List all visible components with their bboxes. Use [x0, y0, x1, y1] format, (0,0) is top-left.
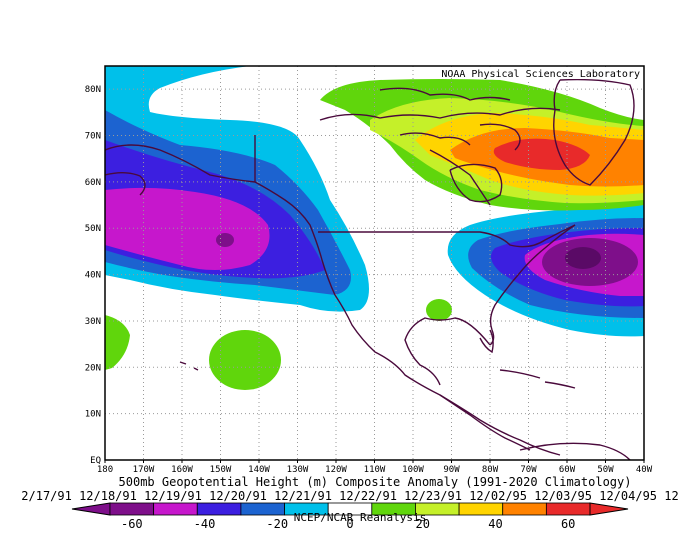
colorbar-swatch: [545, 502, 591, 516]
colorbar-swatch: [502, 502, 547, 516]
credit-box: [460, 67, 643, 79]
colorbar-min-arrow: [71, 502, 111, 516]
lon-tick-label: 110W: [364, 465, 386, 475]
lat-tick-label: 30N: [85, 317, 101, 327]
positive-anomaly-blob-pacific: [209, 330, 281, 390]
lat-tick-label: 60N: [85, 178, 101, 188]
colorbar-swatch: [109, 502, 155, 516]
colorbar-labels: -60 -40 -20 0 20 40 60: [121, 517, 575, 531]
lat-tick-label: EQ: [90, 456, 101, 466]
lon-tick-label: 120W: [325, 465, 347, 475]
colorbar-swatch: [196, 502, 242, 516]
lon-tick-label: 100W: [402, 465, 424, 475]
lon-tick-label: 140W: [248, 465, 270, 475]
colorbar-label: 0: [346, 517, 353, 531]
positive-anomaly-blob-west-edge: [105, 315, 130, 370]
colorbar-label: 60: [561, 517, 575, 531]
negative-anomaly-magenta-west: [105, 187, 270, 270]
lon-tick-label: 70W: [520, 465, 537, 475]
lon-tick-label: 80W: [482, 465, 499, 475]
colorbar-swatch: [153, 502, 198, 516]
grid-lines: [105, 66, 644, 460]
credit-text: NOAA Physical Sciences Laboratory: [441, 69, 640, 80]
colorbar-label: -40: [194, 517, 216, 531]
lon-tick-label: 160W: [171, 465, 193, 475]
composite-dates: 2/17/91 12/18/91 12/19/91 12/20/91 12/21…: [21, 489, 678, 503]
lat-tick-label: 50N: [85, 224, 101, 234]
lat-tick-label: 10N: [85, 410, 101, 420]
lat-tick-label: 70N: [85, 132, 101, 142]
positive-anomaly-blob-gulf: [426, 299, 452, 321]
coastlines: [105, 78, 635, 460]
colorbar-label: -20: [266, 517, 288, 531]
lat-tick-label: 40N: [85, 271, 101, 281]
negative-anomaly-core-west: [216, 233, 234, 247]
lon-tick-label: 150W: [210, 465, 232, 475]
colorbar: [71, 502, 629, 516]
source-label: NCEP/NCAR Reanalysis: [294, 511, 426, 524]
lon-tick-label: 60W: [559, 465, 576, 475]
lon-tick-label: 50W: [597, 465, 614, 475]
lat-tick-label: 80N: [85, 85, 101, 95]
lon-tick-label: 40W: [636, 465, 653, 475]
lon-tick-label: 90W: [443, 465, 460, 475]
lat-tick-label: 20N: [85, 363, 101, 373]
negative-anomaly-center-east: [565, 247, 601, 269]
colorbar-swatch: [458, 502, 504, 516]
map-title: 500mb Geopotential Height (m) Composite …: [119, 475, 632, 489]
colorbar-swatch: [240, 502, 285, 516]
anomaly-field: [105, 66, 644, 390]
lon-tick-label: 170W: [133, 465, 155, 475]
lon-tick-label: 130W: [287, 465, 309, 475]
colorbar-label: 40: [488, 517, 502, 531]
longitude-axis: 180 170W 160W 150W 140W 130W 120W 110W 100W 90W 80…: [97, 460, 653, 475]
colorbar-label: -60: [121, 517, 143, 531]
latitude-axis: EQ 10N 20N 30N 40N 50N 60N 70N 80N: [85, 85, 101, 466]
colorbar-label: 20: [416, 517, 430, 531]
colorbar-max-arrow: [589, 502, 629, 516]
lon-tick-label: 180: [97, 465, 113, 475]
